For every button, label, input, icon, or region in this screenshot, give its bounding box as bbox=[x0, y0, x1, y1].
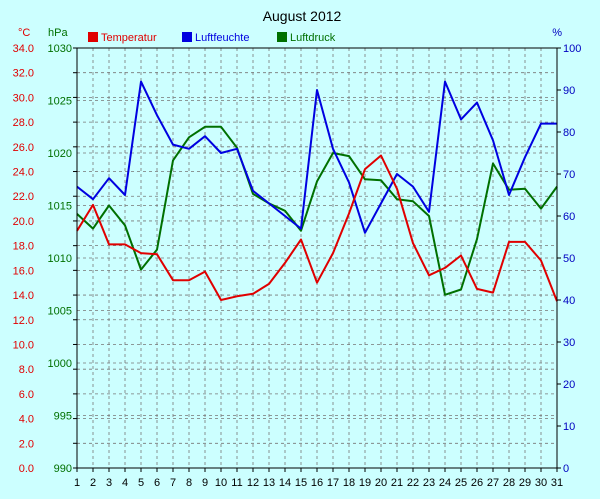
humidity-tick-label: 90 bbox=[563, 85, 575, 97]
legend-swatch-luftfeuchte bbox=[182, 32, 192, 42]
humidity-tick-label: 30 bbox=[563, 337, 575, 349]
pressure-tick-label: 1020 bbox=[48, 148, 72, 160]
humidity-unit-label: % bbox=[552, 27, 562, 39]
humidity-tick-label: 0 bbox=[563, 463, 569, 475]
x-tick-label: 19 bbox=[359, 477, 371, 489]
x-tick-label: 28 bbox=[503, 477, 515, 489]
legend-label-luftfeuchte: Luftfeuchte bbox=[195, 32, 249, 44]
temperature-tick-label: 10.0 bbox=[13, 339, 34, 351]
temperature-tick-label: 8.0 bbox=[19, 364, 34, 376]
x-tick-label: 30 bbox=[535, 477, 547, 489]
humidity-tick-label: 40 bbox=[563, 295, 575, 307]
temperature-tick-label: 26.0 bbox=[13, 142, 34, 154]
pressure-tick-label: 1030 bbox=[48, 43, 72, 55]
legend-label-temperatur: Temperatur bbox=[101, 32, 157, 44]
pressure-tick-label: 1010 bbox=[48, 253, 72, 265]
pressure-tick-label: 990 bbox=[54, 463, 72, 475]
x-tick-label: 31 bbox=[551, 477, 563, 489]
x-tick-label: 17 bbox=[327, 477, 339, 489]
x-tick-label: 8 bbox=[186, 477, 192, 489]
x-tick-label: 2 bbox=[90, 477, 96, 489]
plot-border bbox=[76, 47, 558, 469]
temperature-tick-label: 4.0 bbox=[19, 414, 34, 426]
legend: Temperatur Luftfeuchte Luftdruck bbox=[88, 32, 336, 44]
temperature-tick-label: 18.0 bbox=[13, 241, 34, 253]
series-line-temperatur bbox=[76, 154, 558, 302]
legend-swatch-luftdruck bbox=[277, 32, 287, 42]
x-tick-label: 18 bbox=[343, 477, 355, 489]
humidity-tick-label: 70 bbox=[563, 169, 575, 181]
x-tick-label: 25 bbox=[455, 477, 467, 489]
x-tick-label: 26 bbox=[471, 477, 483, 489]
series-line-luftdruck bbox=[76, 125, 558, 296]
temperature-tick-label: 6.0 bbox=[19, 389, 34, 401]
humidity-tick-label: 60 bbox=[563, 211, 575, 223]
pressure-tick-label: 1025 bbox=[48, 96, 72, 108]
series-line-luftfeuchte bbox=[76, 80, 557, 234]
temperature-tick-label: 22.0 bbox=[13, 191, 34, 203]
x-tick-label: 20 bbox=[375, 477, 387, 489]
x-tick-label: 3 bbox=[106, 477, 112, 489]
x-tick-label: 15 bbox=[295, 477, 307, 489]
x-tick-label: 14 bbox=[279, 477, 291, 489]
x-tick-label: 23 bbox=[423, 477, 435, 489]
pressure-tick-label: 1005 bbox=[48, 306, 72, 318]
plot-frame bbox=[76, 47, 558, 469]
x-tick-label: 22 bbox=[407, 477, 419, 489]
legend-swatch-temperatur bbox=[88, 32, 98, 42]
x-tick-label: 16 bbox=[311, 477, 323, 489]
humidity-tick-label: 50 bbox=[563, 253, 575, 265]
temperature-tick-label: 16.0 bbox=[13, 265, 34, 277]
x-tick-label: 10 bbox=[215, 477, 227, 489]
pressure-unit-label: hPa bbox=[48, 27, 68, 39]
axis-ticks: 1 2 3 4 5 6 7 8 9 10 11 12 13 14 15 16 17 18 19 20 21 22 23 24 2… bbox=[13, 43, 582, 489]
grid-lines bbox=[77, 48, 557, 468]
x-tick-label: 7 bbox=[170, 477, 176, 489]
x-tick-label: 27 bbox=[487, 477, 499, 489]
x-tick-label: 13 bbox=[263, 477, 275, 489]
humidity-tick-label: 20 bbox=[563, 379, 575, 391]
x-tick-label: 29 bbox=[519, 477, 531, 489]
temperature-tick-label: 34.0 bbox=[13, 43, 34, 55]
temperature-tick-label: 0.0 bbox=[19, 463, 34, 475]
x-tick-label: 12 bbox=[247, 477, 259, 489]
temperature-tick-label: 12.0 bbox=[13, 315, 34, 327]
humidity-tick-label: 100 bbox=[563, 43, 581, 55]
temperature-tick-label: 20.0 bbox=[13, 216, 34, 228]
temperature-unit-label: °C bbox=[18, 27, 30, 39]
chart-title: August 2012 bbox=[263, 8, 342, 24]
temperature-tick-label: 24.0 bbox=[13, 167, 34, 179]
x-tick-label: 24 bbox=[439, 477, 451, 489]
temperature-tick-label: 30.0 bbox=[13, 92, 34, 104]
x-tick-label: 4 bbox=[122, 477, 128, 489]
x-tick-label: 21 bbox=[391, 477, 403, 489]
x-tick-label: 5 bbox=[138, 477, 144, 489]
x-tick-label: 6 bbox=[154, 477, 160, 489]
humidity-tick-label: 10 bbox=[563, 421, 575, 433]
temperature-tick-label: 2.0 bbox=[19, 438, 34, 450]
pressure-tick-label: 1000 bbox=[48, 358, 72, 370]
temperature-tick-label: 14.0 bbox=[13, 290, 34, 302]
pressure-tick-label: 995 bbox=[54, 411, 72, 423]
temperature-tick-label: 32.0 bbox=[13, 68, 34, 80]
x-tick-label: 11 bbox=[231, 477, 242, 489]
x-tick-label: 1 bbox=[74, 477, 80, 489]
legend-label-luftdruck: Luftdruck bbox=[290, 32, 336, 44]
humidity-tick-label: 80 bbox=[563, 127, 575, 139]
pressure-tick-label: 1015 bbox=[48, 201, 72, 213]
series-lines bbox=[76, 80, 558, 302]
temperature-tick-label: 28.0 bbox=[13, 117, 34, 129]
x-tick-label: 9 bbox=[202, 477, 208, 489]
